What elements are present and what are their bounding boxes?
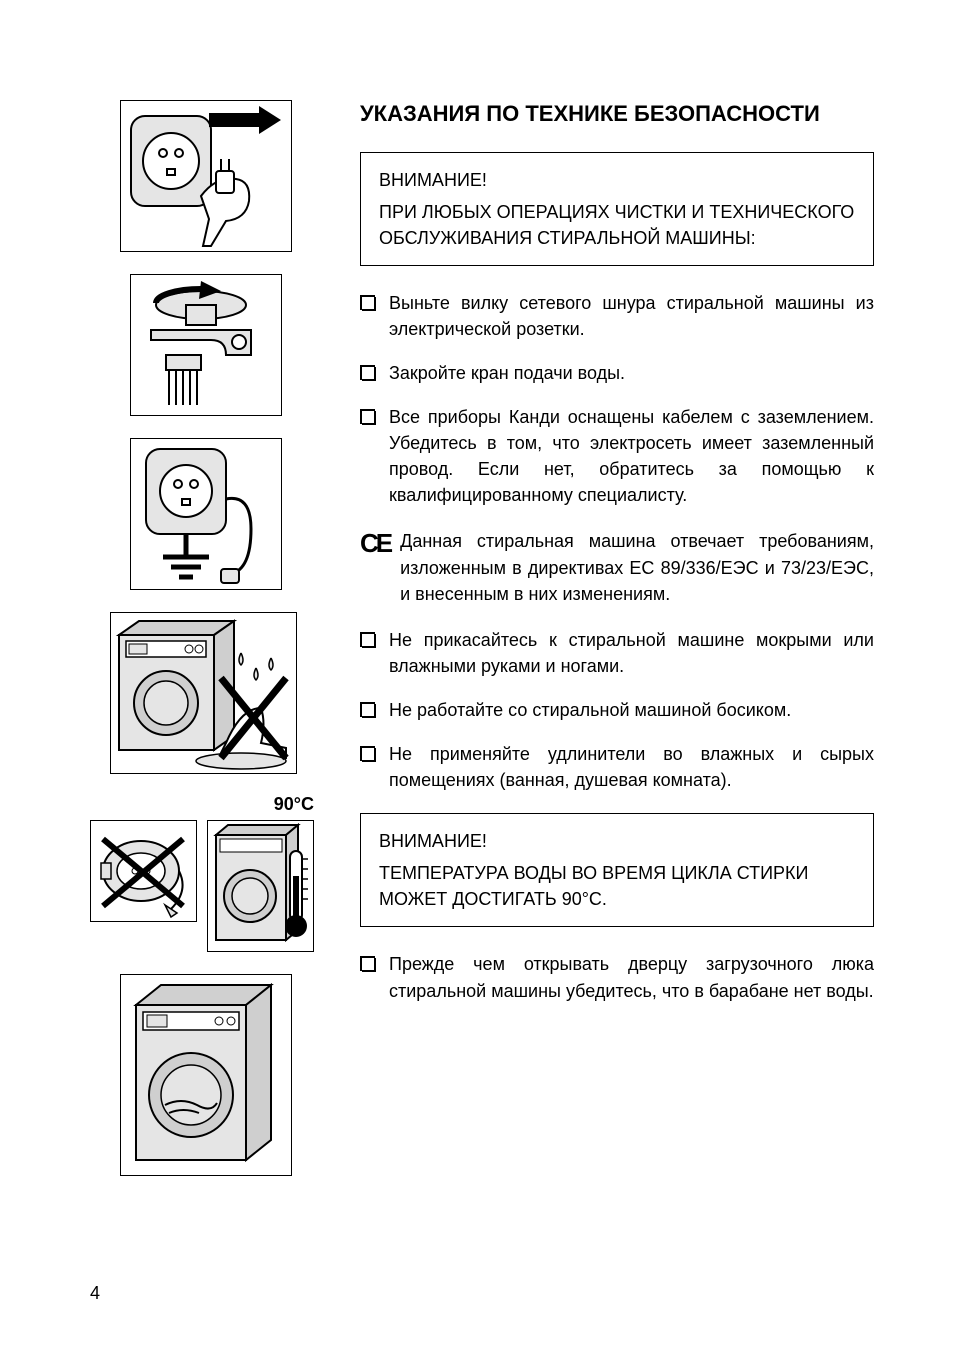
- list-item: Не работайте со стиральной машиной босик…: [360, 697, 874, 723]
- list-text: Не применяйте удлинители во влажных и сы…: [389, 741, 874, 793]
- text-column: УКАЗАНИЯ ПО ТЕХНИКЕ БЕЗОПАСНОСТИ ВНИМАНИ…: [360, 100, 874, 1176]
- list-text: Все приборы Канди оснащены кабелем с заз…: [389, 404, 874, 508]
- bullet-icon: [360, 956, 375, 971]
- list-text: Не прикасайтесь к стиральной машине мокр…: [389, 627, 874, 679]
- illustration-column: 90°C: [90, 100, 320, 1176]
- list-item: Не прикасайтесь к стиральной машине мокр…: [360, 627, 874, 679]
- list-text: Не работайте со стиральной машиной босик…: [389, 697, 791, 723]
- ce-mark-icon: CE: [360, 528, 390, 606]
- bullet-list-3: Прежде чем открывать дверцу загрузочного…: [360, 951, 874, 1003]
- bullet-icon: [360, 365, 375, 380]
- warning-box-1: ВНИМАНИЕ! ПРИ ЛЮБЫХ ОПЕРАЦИЯХ ЧИСТКИ И Т…: [360, 152, 874, 266]
- list-text: Прежде чем открывать дверцу загрузочного…: [389, 951, 874, 1003]
- illus-row-cord-temp: 90°C: [90, 796, 320, 952]
- illus-temperature: [207, 820, 314, 952]
- list-item: Закройте кран подачи воды.: [360, 360, 874, 386]
- bullet-icon: [360, 702, 375, 717]
- bullet-list-1: Выньте вилку сетевого шнура стиральной м…: [360, 290, 874, 509]
- warning-2-body: ТЕМПЕРАТУРА ВОДЫ ВО ВРЕМЯ ЦИКЛА СТИРКИ М…: [379, 860, 855, 912]
- list-item: Выньте вилку сетевого шнура стиральной м…: [360, 290, 874, 342]
- illus-no-wet-feet: [110, 612, 297, 774]
- bullet-icon: [360, 746, 375, 761]
- ce-paragraph: CE Данная стиральная машина отвечает тре…: [360, 528, 874, 606]
- page-number: 4: [90, 1283, 100, 1304]
- list-item: Не применяйте удлинители во влажных и сы…: [360, 741, 874, 793]
- page-title: УКАЗАНИЯ ПО ТЕХНИКЕ БЕЗОПАСНОСТИ: [360, 100, 874, 128]
- list-item: Прежде чем открывать дверцу загрузочного…: [360, 951, 874, 1003]
- illus-unplug: [120, 100, 292, 252]
- bullet-icon: [360, 295, 375, 310]
- illus-close-tap: [130, 274, 282, 416]
- illus-no-extension-cord: [90, 820, 197, 922]
- list-text: Закройте кран подачи воды.: [389, 360, 625, 386]
- illus-grounding: [130, 438, 282, 590]
- bullet-list-2: Не прикасайтесь к стиральной машине мокр…: [360, 627, 874, 793]
- temperature-label: 90°C: [274, 794, 314, 815]
- list-item: Все приборы Канди оснащены кабелем с заз…: [360, 404, 874, 508]
- warning-1-body: ПРИ ЛЮБЫХ ОПЕРАЦИЯХ ЧИСТКИ И ТЕХНИЧЕСКОГ…: [379, 199, 855, 251]
- illus-check-drum: [120, 974, 292, 1176]
- bullet-icon: [360, 632, 375, 647]
- bullet-icon: [360, 409, 375, 424]
- warning-2-head: ВНИМАНИЕ!: [379, 828, 855, 854]
- warning-box-2: ВНИМАНИЕ! ТЕМПЕРАТУРА ВОДЫ ВО ВРЕМЯ ЦИКЛ…: [360, 813, 874, 927]
- ce-text: Данная стиральная машина отвечает требов…: [400, 528, 874, 606]
- warning-1-head: ВНИМАНИЕ!: [379, 167, 855, 193]
- list-text: Выньте вилку сетевого шнура стиральной м…: [389, 290, 874, 342]
